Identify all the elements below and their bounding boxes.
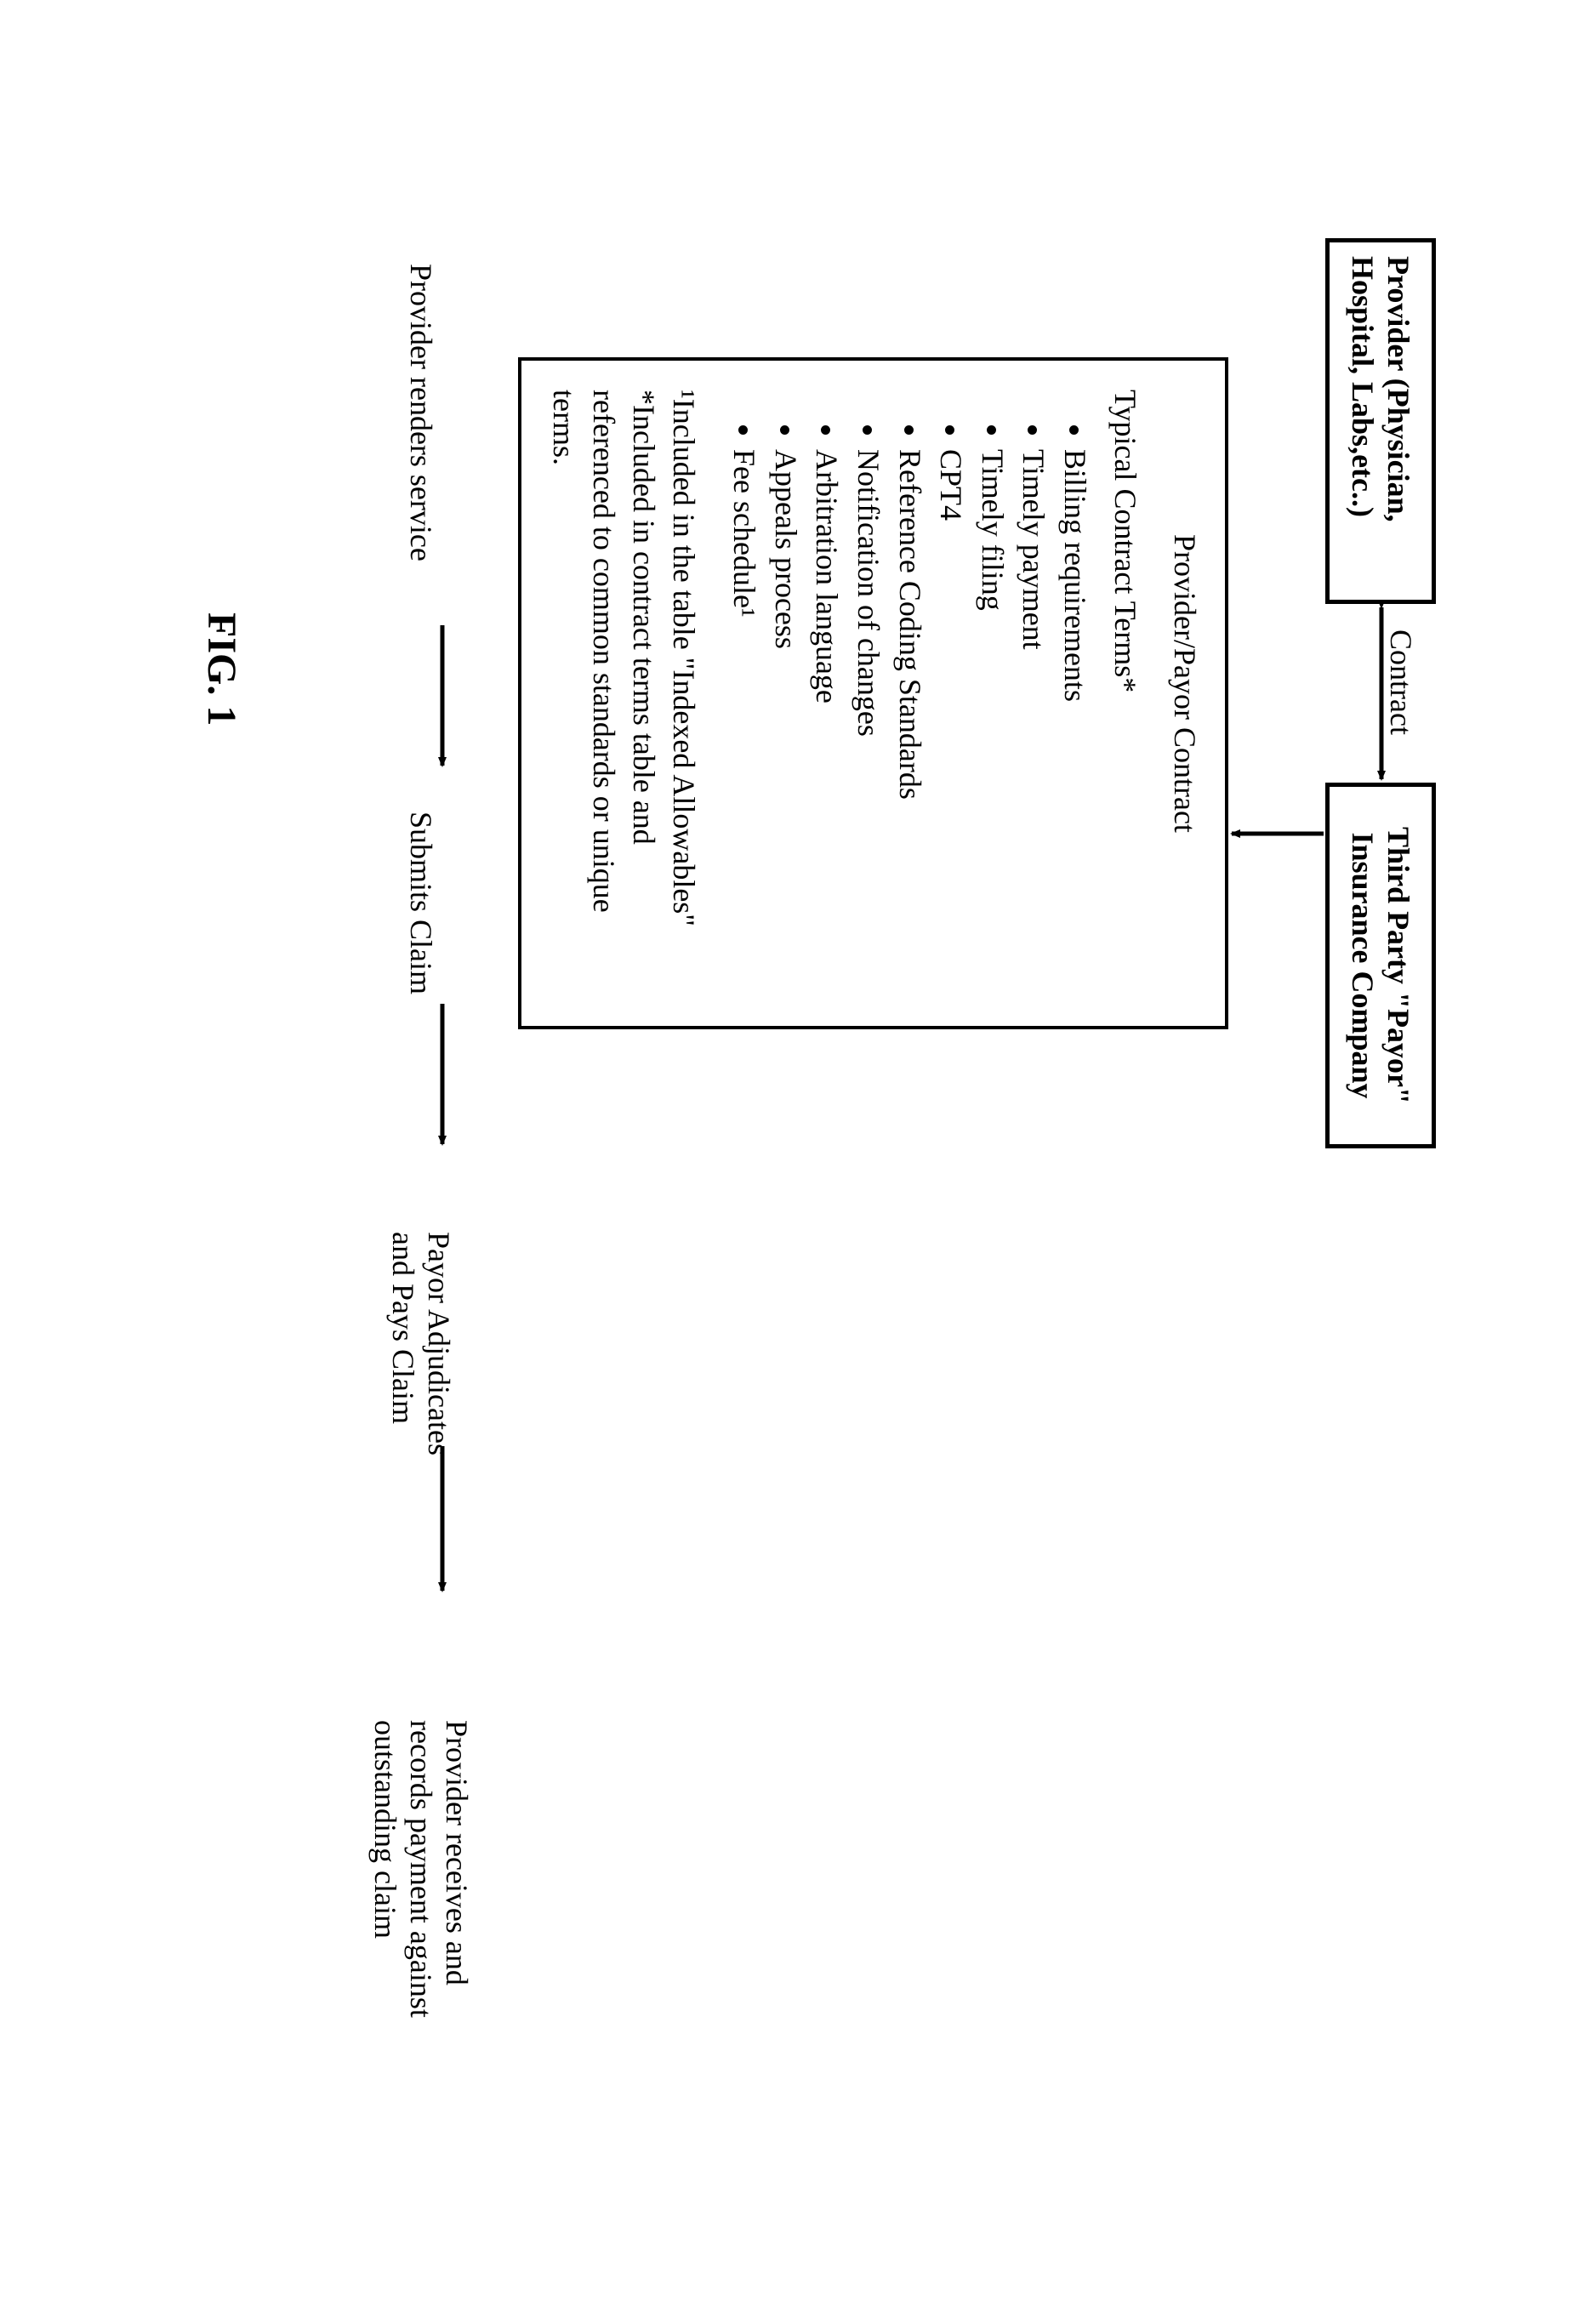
flow-step-1-text: Provider renders service (403, 264, 439, 604)
flow-step-4: Provider receives and records payment ag… (367, 1720, 475, 2086)
payor-line1: Third Party "Payor" (1381, 827, 1415, 1104)
flow-step-3: Payor Adjudicates and Pays Claim (385, 1232, 457, 1504)
contract-terms-list: Billing requirements Timely payment Time… (724, 449, 1096, 997)
process-flow: Provider renders service Submits Claim P… (367, 264, 475, 2186)
footnote-2b: referenced to common standards or unique (584, 390, 624, 997)
contract-panel: Provider/Payor Contract Typical Contract… (518, 357, 1228, 1029)
list-item: Arbitration language (806, 449, 848, 997)
payor-line2: Insurance Company (1346, 832, 1380, 1098)
list-item: Timely payment (1013, 449, 1055, 997)
provider-line2: Hospital, Labs,etc..) (1346, 256, 1380, 517)
flow-step-4-line3: outstanding claim (367, 1720, 403, 2086)
list-item: Billing requirements (1054, 449, 1096, 997)
flow-step-3-line1: Payor Adjudicates (421, 1232, 457, 1504)
contract-footnotes: ¹Included in the table "Indexed Allowabl… (544, 390, 703, 997)
list-item: Reference Coding Standards (889, 449, 931, 997)
list-item: Timely filing (971, 449, 1013, 997)
payor-box: Third Party "Payor" Insurance Company (1325, 783, 1436, 1148)
flow-step-4-line1: Provider receives and (439, 1720, 475, 2086)
list-item: Fee schedule¹ (724, 449, 766, 997)
footnote-2c: terms. (544, 390, 584, 997)
list-item: Appeals process (765, 449, 806, 997)
flow-step-4-line2: records payment against (403, 1720, 439, 2086)
contract-panel-subtitle: Typical Contract Terms* (1108, 390, 1143, 997)
flow-step-1: Provider renders service (403, 264, 439, 604)
flow-step-2-text: Submits Claim (403, 812, 439, 1024)
diagram-canvas: Provider (Physician, Hospital, Labs,etc.… (0, 0, 1589, 2324)
contract-panel-title: Provider/Payor Contract (1167, 534, 1203, 997)
flow-step-3-line2: and Pays Claim (385, 1232, 421, 1504)
footnote-1: ¹Included in the table "Indexed Allowabl… (664, 390, 703, 997)
figure-label: FIG. 1 (198, 612, 245, 726)
provider-box: Provider (Physician, Hospital, Labs,etc.… (1325, 238, 1436, 604)
list-item: Notification of changes (847, 449, 889, 997)
footnote-2a: *Included in contract terms table and (624, 390, 664, 997)
contract-label: Contract (1383, 629, 1419, 735)
list-item: CPT4 (931, 449, 972, 997)
flow-step-2: Submits Claim (403, 812, 439, 1024)
provider-line1: Provider (Physician, (1381, 256, 1415, 522)
